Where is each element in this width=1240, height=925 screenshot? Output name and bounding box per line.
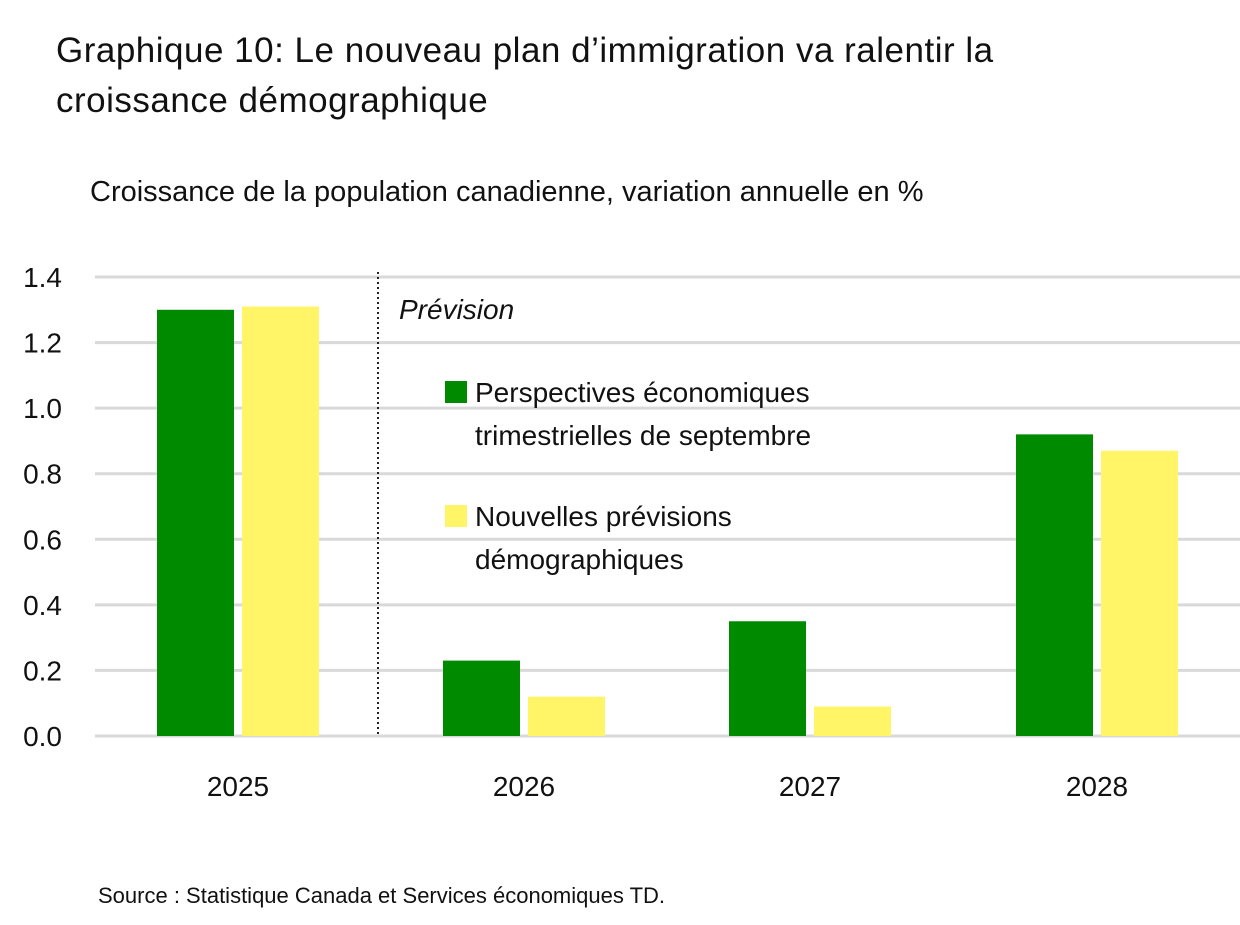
y-tick-label: 1.0 [23,393,62,424]
legend-swatch-1 [445,381,467,403]
y-tick-label: 0.0 [23,721,62,752]
bar-2027-series-1 [729,621,806,736]
legend-label-2: Nouvelles prévisions démographiques [475,501,732,575]
bar-2028-series-2 [1101,450,1178,736]
bar-2026-series-2 [528,696,605,736]
y-tick-label: 1.4 [23,262,62,293]
x-tick-label: 2026 [493,771,555,802]
bar-2026-series-1 [443,660,520,736]
y-tick-label: 0.6 [23,524,62,555]
y-axis-label: Croissance de la population canadienne, … [90,176,924,208]
x-tick-label: 2028 [1066,771,1128,802]
chart-title: Graphique 10: Le nouveau plan d’immigrat… [56,31,994,120]
bar-2028-series-1 [1016,434,1093,736]
y-tick-label: 0.2 [23,655,62,686]
x-tick-label: 2025 [207,771,269,802]
bar-2025-series-2 [242,306,319,736]
legend-label-1: Perspectives économiques trimestrielles d… [475,377,811,451]
source-note: Source : Statistique Canada et Services … [98,883,666,908]
bar-2025-series-1 [157,309,234,736]
legend-swatch-2 [445,505,467,527]
forecast-annotation: Prévision [399,294,514,325]
y-tick-label: 0.4 [23,590,62,621]
bar-2027-series-2 [814,706,891,736]
x-tick-label: 2027 [779,771,841,802]
y-tick-label: 1.2 [23,328,62,359]
y-tick-label: 0.8 [23,459,62,490]
